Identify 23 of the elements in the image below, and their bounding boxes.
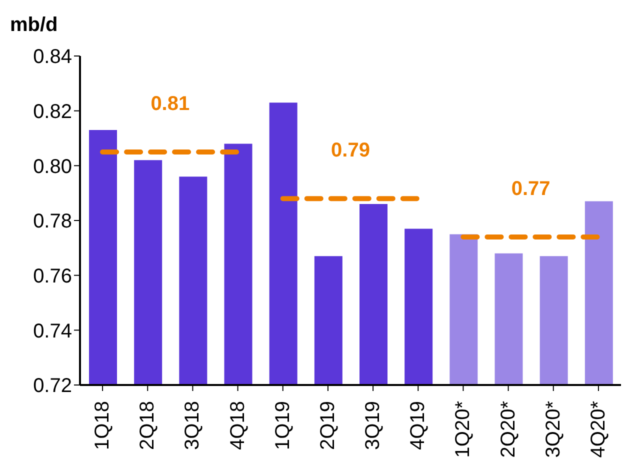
y-tick-label: 0.72 xyxy=(33,375,72,398)
x-tick-label: 1Q20* xyxy=(452,400,474,458)
x-tick-label: 2Q20* xyxy=(497,400,520,458)
y-tick-label: 0.80 xyxy=(33,156,72,178)
x-tick-label: 4Q19 xyxy=(407,401,430,450)
y-tick-label: 0.78 xyxy=(33,210,72,233)
x-tick-label: 2Q18 xyxy=(136,401,159,450)
annotation: 0.77 xyxy=(511,178,550,200)
x-tick-label: 4Q20* xyxy=(587,400,610,458)
x-tick-label: 1Q19 xyxy=(272,401,294,450)
y-axis-title: mb/d xyxy=(10,14,58,37)
annotation: 0.79 xyxy=(331,140,370,162)
x-tick-label: 2Q19 xyxy=(316,401,339,450)
x-tick-label: 3Q19 xyxy=(362,401,384,450)
x-tick-label: 3Q20* xyxy=(542,400,564,458)
annotation: 0.81 xyxy=(150,92,190,115)
y-tick-label: 0.74 xyxy=(33,320,72,342)
x-tick-label: 4Q18 xyxy=(226,401,249,450)
y-tick-label: 0.84 xyxy=(33,46,72,68)
x-tick-label: 3Q18 xyxy=(182,401,204,450)
y-tick-label: 0.76 xyxy=(33,265,72,288)
y-tick-label: 0.82 xyxy=(33,100,72,123)
x-tick-label: 1Q18 xyxy=(92,401,114,450)
